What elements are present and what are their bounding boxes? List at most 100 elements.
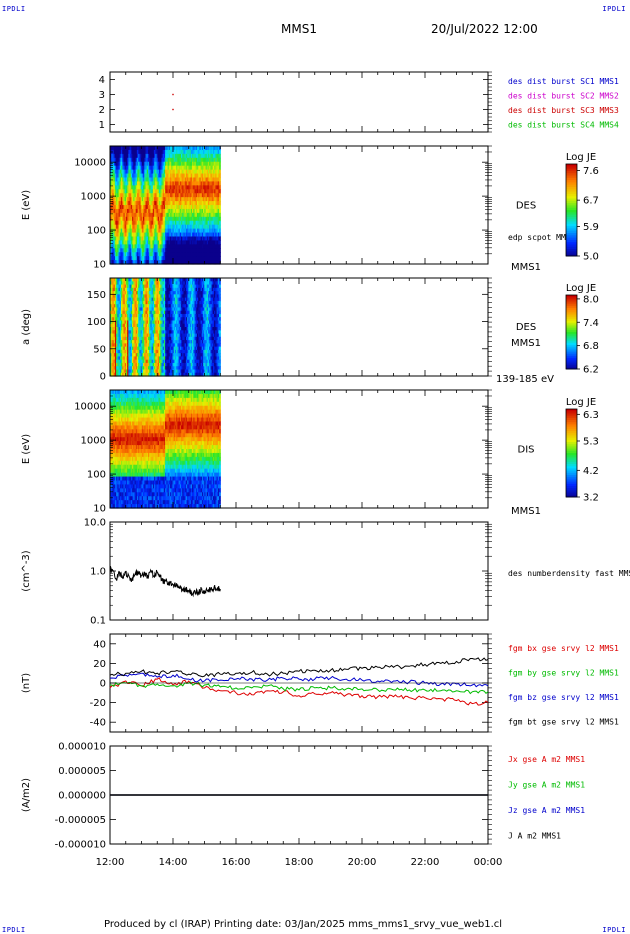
des-energy-ytick-label: 10000: [74, 158, 106, 169]
corner-label-top-left: IPDLI: [2, 5, 26, 13]
burst-legend-entry: des dist burst SC2 MMS2: [508, 92, 619, 101]
des-pitch-ytick-label: 100: [87, 317, 106, 328]
density-ytick: 10.0: [84, 518, 488, 529]
current-ylabel: (A/m2): [21, 778, 32, 812]
time-axis-tick-label: 20:00: [348, 857, 377, 868]
des-energy-ytick: 10: [93, 260, 488, 271]
density-x-ticks: [109, 522, 489, 620]
current-legend-entry: Jx gse A m2 MMS1: [508, 755, 585, 764]
des-pitch-colorbar-tick-label: 6.8: [583, 341, 599, 352]
des-energy-colorbar-tick-label: 5.0: [583, 252, 599, 263]
dis-energy-spectrogram: [110, 390, 221, 509]
burst-ytick-label: 4: [99, 75, 105, 86]
bfield-ytick-label: 0: [100, 679, 106, 690]
dis-energy-x-ticks: [109, 390, 489, 508]
burst-legend-entry: des dist burst SC4 MMS4: [508, 121, 619, 130]
des-pitch-ytick-label: 150: [87, 290, 106, 301]
dis-energy-ytick: 100: [87, 470, 488, 481]
corner-label-bottom-left: IPDLI: [2, 926, 26, 934]
des-energy-ytick: 10000: [74, 158, 488, 169]
density-frame: [109, 521, 489, 621]
des-energy-ytick: 100: [87, 226, 488, 237]
des-energy-instrument-label: DES: [516, 201, 536, 212]
current-ytick-label: -0.000005: [55, 815, 106, 826]
des-energy-under-label: MMS1: [511, 262, 541, 273]
time-axis-tick-label: 16:00: [222, 857, 251, 868]
bfield-legend-entry: fgm by gse srvy l2 MMS1: [508, 669, 619, 678]
bfield-ytick: 20: [93, 659, 488, 670]
current-ytick-label: -0.000010: [55, 840, 106, 851]
dis-energy-ytick: 1000: [81, 436, 488, 447]
des-pitch-colorbar: Log JE8.0 7.4 6.8 6.2: [565, 283, 599, 376]
datetime-title: 20/Jul/2022 12:00: [431, 22, 538, 36]
bfield-ytick: 40: [93, 639, 488, 650]
time-axis-tick-label: 14:00: [159, 857, 188, 868]
bfield-legend-entry: fgm bt gse srvy l2 MMS1: [508, 718, 619, 727]
footer-credits: Produced by cl (IRAP) Printing date: 03/…: [104, 919, 503, 930]
des-energy-colorbar-tick-label: 7.6: [583, 166, 599, 177]
des-pitch-under-label: 139-185 eV: [496, 374, 554, 385]
current-ytick: 0.000005: [58, 766, 488, 777]
dis-energy-colorbar-tick-label: 4.2: [583, 466, 599, 477]
time-axis-tick-label: 00:00: [474, 857, 503, 868]
burst-ytick-label: 3: [99, 90, 105, 101]
current-minor-ticks: [488, 745, 492, 845]
burst-marker: [172, 108, 174, 111]
density-ytick: 0.1: [90, 616, 488, 627]
dis-energy-colorbar-tick-label: 5.3: [583, 437, 599, 448]
bfield-series-line: [110, 681, 489, 695]
density-series-line: [109, 566, 221, 598]
bfield-ytick: -20: [90, 698, 488, 709]
time-axis-tick-label: 22:00: [411, 857, 440, 868]
current-ytick: -0.000010: [55, 840, 488, 851]
des-pitch-extra-label: MMS1: [511, 338, 541, 349]
bfield-series-line: [109, 672, 489, 688]
burst-ytick: 3: [99, 90, 488, 101]
bfield-ylabel: (nT): [21, 673, 32, 693]
dis-energy-ytick-label: 1000: [81, 436, 106, 447]
burst-ytick: 4: [99, 75, 488, 86]
des-energy-x-ticks: [109, 146, 489, 264]
burst-legend-entry: des dist burst SC1 MMS1: [508, 77, 619, 86]
dis-energy-colorbar-tick-label: 3.2: [583, 493, 599, 504]
dis-energy-colorbar: Log JE 6.3 5.3 4.2 3.2: [565, 397, 599, 504]
burst-x-ticks: [109, 72, 489, 132]
density-ylabel: (cm^-3): [21, 550, 32, 591]
des-pitch-instrument-label: DES: [516, 322, 536, 333]
dis-energy-ytick-label: 100: [87, 470, 106, 481]
current-ytick-label: 0.000000: [58, 791, 106, 802]
dis-energy-ytick: 10000: [74, 402, 488, 413]
current-ytick: 0.000000: [58, 791, 488, 802]
burst-ytick-label: 2: [99, 105, 105, 116]
dis-energy-ytick-label: 10: [93, 504, 106, 515]
burst-frame: [109, 71, 489, 133]
des-energy-ytick-label: 1000: [81, 192, 106, 203]
des-energy-minor-ticks: [110, 145, 492, 255]
bfield-ytick: -40: [90, 718, 488, 729]
time-axis-tick-label: 18:00: [285, 857, 314, 868]
des-energy-colorbar: Log JE 7.6 6.7 5.9 5.0: [565, 152, 599, 263]
des-pitch-ytick: 50: [93, 344, 488, 355]
des-pitch-colorbar-tick-label: 8.0: [583, 294, 599, 305]
bfield-ytick-label: 20: [93, 659, 106, 670]
des-pitch-colorbar-tick-label: 6.2: [583, 365, 599, 376]
des-energy-ytick: 1000: [81, 192, 488, 203]
current-ytick: 0.000010: [58, 742, 488, 753]
bfield-series-line: [109, 657, 489, 678]
des-pitch-minor-ticks: [488, 277, 492, 377]
dis-energy-colorbar-title: Log JE: [566, 397, 596, 408]
dis-energy-under-label: MMS1: [511, 506, 541, 517]
des-pitch-ytick: 150: [87, 290, 488, 301]
bfield-legend-entry: fgm bz gse srvy l2 MMS1: [508, 693, 619, 702]
dis-energy-instrument-label: DIS: [518, 445, 535, 456]
burst-legend-entry: des dist burst SC3 MMS3: [508, 106, 619, 115]
dis-energy-ytick: 10: [93, 504, 488, 515]
des-energy-ytick-label: 100: [87, 226, 106, 237]
density-ytick-label: 10.0: [84, 518, 106, 529]
des-energy-colorbar-tick-label: 6.7: [583, 196, 599, 207]
density-legend-entry: des numberdensity fast MMS1: [508, 569, 630, 578]
des-energy-ylabel: E (eV): [21, 190, 32, 220]
des-energy-ytick-label: 10: [93, 260, 106, 271]
bfield-x-ticks: [109, 634, 489, 732]
